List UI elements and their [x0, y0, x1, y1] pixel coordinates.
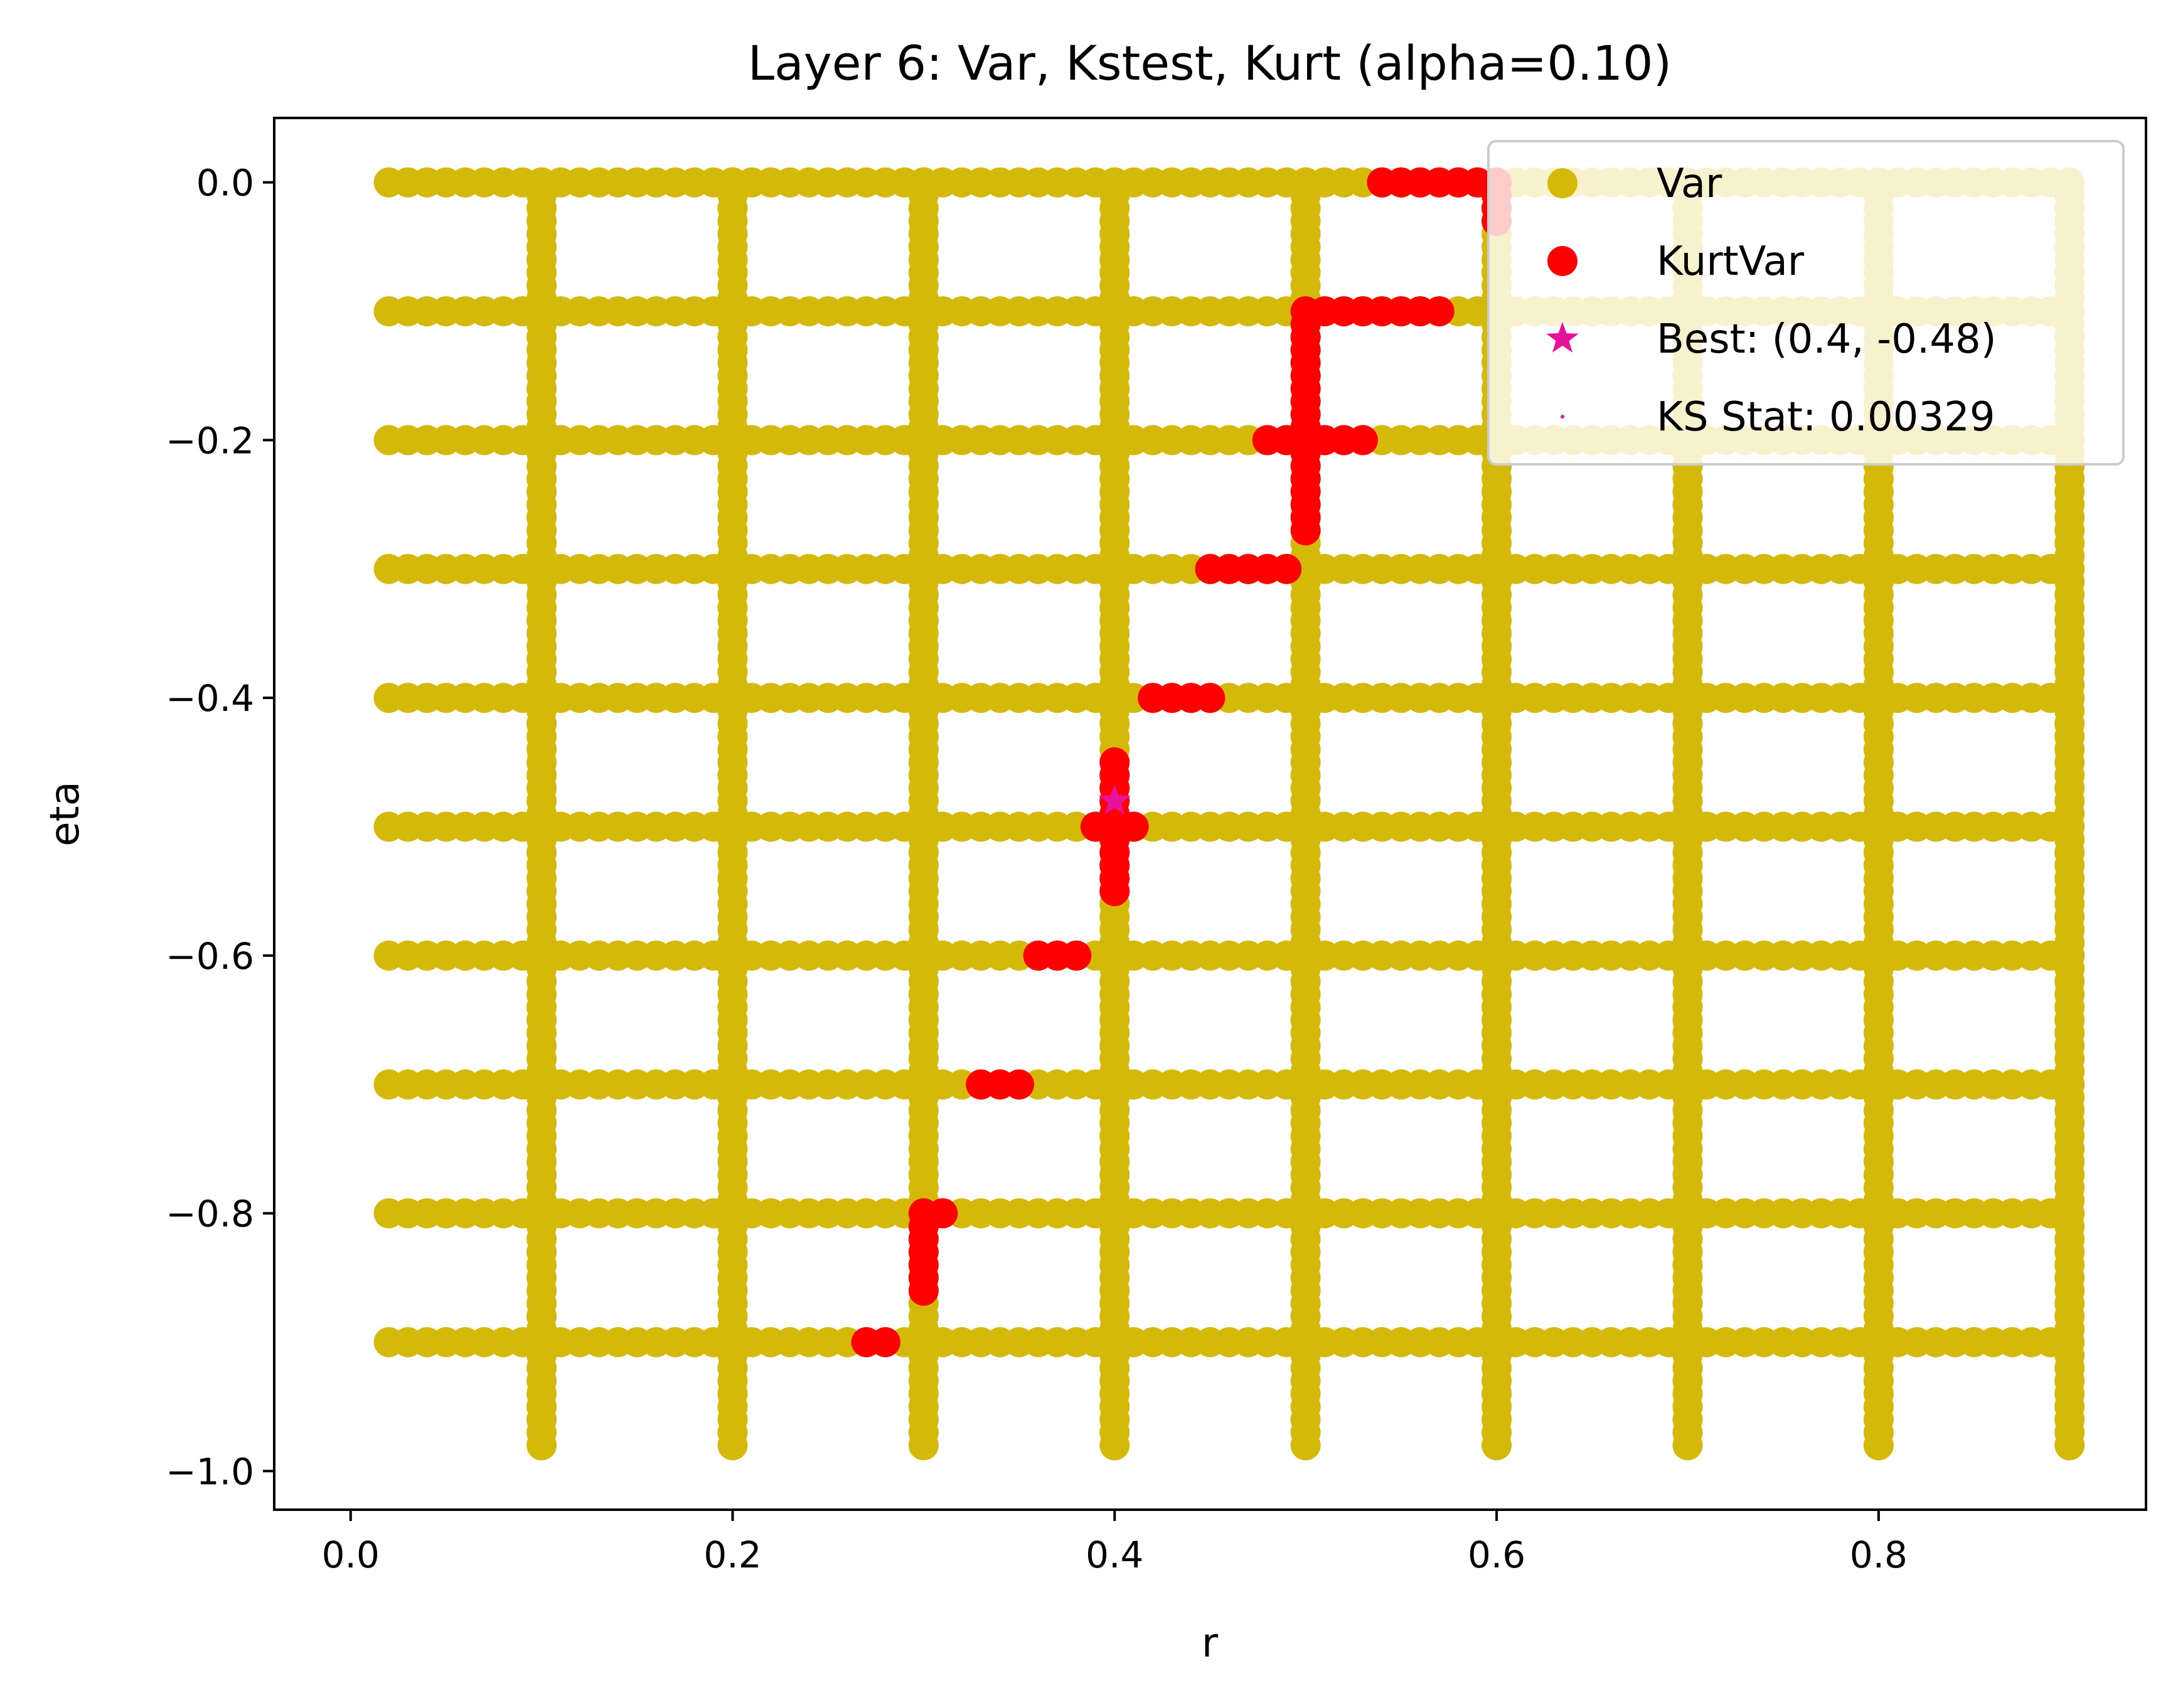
kurtvar-point	[927, 1198, 958, 1229]
var-point	[1099, 167, 1130, 198]
legend-label-kurtvar: KurtVar	[1657, 238, 1805, 285]
kurtvar-point	[1004, 1069, 1035, 1100]
legend-label-var: Var	[1657, 161, 1722, 207]
kurtvar-point	[1118, 811, 1149, 842]
x-axis: 0.0 0.2 0.4 0.6 0.8	[322, 1510, 1908, 1576]
var-point	[717, 167, 748, 198]
var-point	[1290, 167, 1321, 198]
kurtvar-point	[1195, 683, 1225, 713]
legend-marker-var	[1547, 168, 1577, 198]
legend-marker-ks-stat	[1561, 415, 1564, 419]
x-axis-label: r	[1202, 1620, 1219, 1667]
x-tick-label: 0.4	[1086, 1534, 1143, 1576]
y-tick-label: −0.6	[166, 935, 254, 978]
var-point	[526, 167, 557, 198]
series-best-markers	[1098, 784, 1131, 815]
legend-frame	[1487, 140, 2125, 466]
series-kurtvar-markers	[851, 167, 1512, 1357]
y-axis: 0.0 −0.2 −0.4 −0.6 −0.8 −1.0	[166, 162, 274, 1493]
x-tick-label: 0.6	[1468, 1534, 1525, 1576]
kurtvar-point	[1290, 309, 1321, 339]
var-point	[908, 167, 939, 198]
y-tick-label: −1.0	[166, 1450, 254, 1493]
kurtvar-point	[870, 1327, 900, 1357]
y-axis-label: eta	[42, 781, 88, 846]
legend-label-ks-stat: KS Stat: 0.00329	[1657, 394, 1995, 440]
kurtvar-point	[1424, 296, 1455, 327]
y-tick-label: −0.2	[166, 419, 254, 462]
x-tick-label: 0.0	[322, 1534, 380, 1576]
x-tick-label: 0.2	[703, 1534, 761, 1576]
y-tick-label: 0.0	[196, 162, 254, 205]
legend-label-best: Best: (0.4, -0.48)	[1657, 316, 1997, 363]
legend-marker-best	[1546, 322, 1579, 353]
y-tick-label: −0.8	[166, 1193, 254, 1236]
kurtvar-point	[1099, 747, 1130, 777]
kurtvar-point	[1271, 553, 1302, 584]
x-tick-label: 0.8	[1850, 1534, 1908, 1576]
chart-title: Layer 6: Var, Kstest, Kurt (alpha=0.10)	[748, 35, 1672, 91]
legend-marker-kurtvar	[1547, 246, 1577, 276]
kurtvar-point	[1348, 425, 1378, 456]
y-tick-label: −0.4	[166, 677, 254, 720]
plot-frame	[273, 117, 2147, 1511]
best-star-marker	[1098, 784, 1131, 815]
kurtvar-point	[1061, 940, 1092, 971]
legend: Var KurtVar Best: (0.4, -0.48) KS Stat: …	[1487, 140, 2125, 466]
